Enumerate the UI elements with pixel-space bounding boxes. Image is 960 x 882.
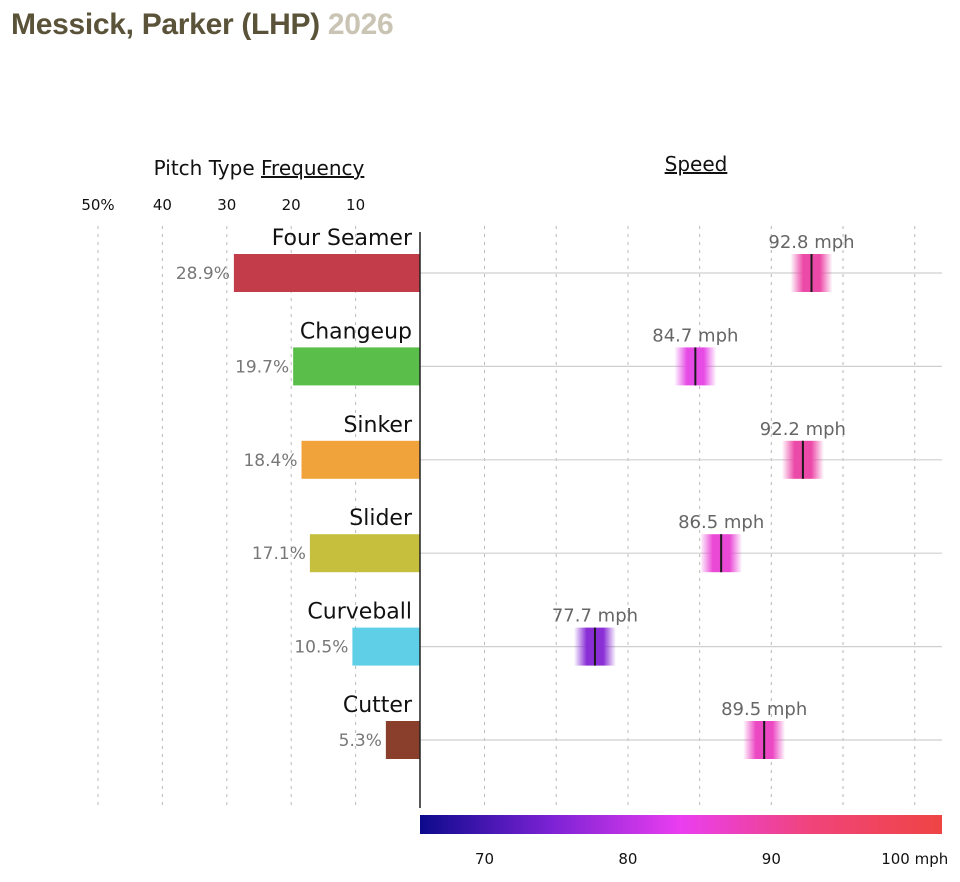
colorbar-tick-label: 100 mph <box>881 850 948 868</box>
pitch-name: Curveball <box>307 600 412 625</box>
frequency-label: 19.7% <box>235 357 289 377</box>
frequency-label: 17.1% <box>252 544 306 564</box>
speed-label: 92.2 mph <box>760 419 846 440</box>
pitch-name: Sinker <box>343 413 413 438</box>
speed-label: 86.5 mph <box>678 512 764 533</box>
speed-label: 84.7 mph <box>652 325 738 346</box>
speed-label: 92.8 mph <box>768 232 854 253</box>
frequency-tick-label: 10 <box>346 196 365 214</box>
frequency-tick-label: 40 <box>153 196 172 214</box>
pitch-name: Four Seamer <box>272 226 413 251</box>
pitch-name: Cutter <box>343 693 413 718</box>
pitch-name: Changeup <box>300 319 412 344</box>
frequency-label: 18.4% <box>243 451 297 471</box>
colorbar-tick-label: 80 <box>618 850 637 868</box>
frequency-panel-title: Pitch Type Frequency <box>154 156 365 180</box>
frequency-bar <box>301 440 420 479</box>
frequency-bar <box>352 627 420 666</box>
speed-colorbar <box>420 815 942 834</box>
season-year: 2026 <box>327 8 394 41</box>
frequency-label: 5.3% <box>339 731 382 751</box>
speed-label: 77.7 mph <box>552 606 638 627</box>
colorbar-tick-label: 90 <box>762 850 781 868</box>
speed-label: 89.5 mph <box>721 699 807 720</box>
frequency-bar <box>385 721 420 759</box>
frequency-tick-label: 50% <box>81 196 114 214</box>
pitch-name: Slider <box>349 506 413 531</box>
frequency-bar <box>309 534 420 573</box>
frequency-tick-label: 20 <box>282 196 301 214</box>
chart-title: Messick, Parker (LHP) 2026 <box>11 8 394 42</box>
frequency-bar <box>233 254 420 292</box>
player-name: Messick, Parker (LHP) <box>11 8 320 41</box>
speed-panel-title: Speed <box>665 152 728 176</box>
colorbar-tick-label: 70 <box>475 850 494 868</box>
frequency-tick-label: 30 <box>217 196 236 214</box>
frequency-label: 28.9% <box>176 264 230 284</box>
frequency-label: 10.5% <box>294 638 348 658</box>
frequency-bar <box>293 347 420 386</box>
